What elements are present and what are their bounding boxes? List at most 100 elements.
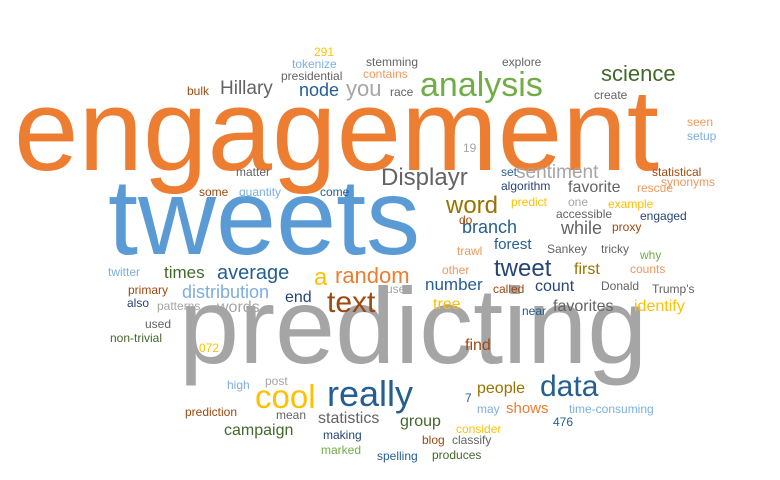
cloud-word-favorites: favorites (553, 298, 614, 315)
cloud-word-tree: tree (433, 296, 461, 313)
cloud-word-one: one (568, 195, 589, 209)
cloud-word-user: user (386, 282, 410, 296)
cloud-word-statistical: statistical (652, 165, 702, 179)
cloud-word-you: you (346, 76, 382, 101)
cloud-word-words: words (217, 299, 260, 316)
cloud-word-word: word (446, 192, 499, 219)
cloud-word-number: number (425, 275, 483, 294)
cloud-word-476: 476 (553, 415, 574, 429)
cloud-word-do: do (459, 213, 473, 227)
cloud-word-counts: counts (630, 262, 666, 276)
cloud-word-predict: predict (511, 195, 548, 209)
cloud-word-engaged: engaged (640, 209, 687, 223)
cloud-word-consider: consider (456, 422, 502, 436)
cloud-word-race: race (390, 85, 414, 99)
cloud-word-post: post (265, 374, 288, 388)
cloud-word-high: high (227, 378, 250, 392)
cloud-word-node: node (299, 80, 340, 100)
cloud-word-tokenize: tokenize (292, 57, 337, 71)
cloud-word-statistics: statistics (318, 410, 380, 427)
cloud-word-patterns: patterns (157, 299, 201, 313)
cloud-word-making: making (323, 428, 362, 442)
cloud-word-analysis: analysis (420, 66, 543, 104)
cloud-word-produces: produces (432, 448, 482, 462)
cloud-word-blog: blog (422, 433, 445, 447)
cloud-word-while: while (561, 218, 603, 238)
cloud-word-other: other (442, 263, 470, 277)
cloud-word-distribution: distribution (182, 282, 270, 302)
cloud-word-quantity: quantity (239, 185, 282, 199)
cloud-word-hillary: Hillary (220, 78, 273, 99)
cloud-word-campaign: campaign (224, 422, 294, 439)
cloud-word-some: some (199, 185, 229, 199)
cloud-word-first: first (574, 261, 600, 278)
cloud-word-find: find (465, 337, 491, 354)
cloud-word-predicting: predicting (179, 265, 648, 386)
cloud-word-sentiment: sentiment (516, 162, 599, 183)
cloud-word-setup: setup (687, 129, 717, 143)
cloud-word-text: text (327, 286, 376, 319)
cloud-word-used: used (145, 317, 172, 331)
cloud-word-branch: branch (462, 217, 518, 237)
cloud-word-average: average (217, 262, 290, 284)
cloud-word-displayr: Displayr (381, 164, 468, 191)
cloud-word-synonyms: synonyms (661, 175, 716, 189)
cloud-word-a: a (314, 264, 328, 291)
cloud-word-tweet: tweet (494, 255, 552, 282)
cloud-word-tweets: tweets (108, 156, 421, 277)
cloud-word-rescue: rescue (637, 181, 674, 195)
cloud-word-called: called (493, 282, 525, 296)
cloud-word-time-consuming: time-consuming (569, 402, 654, 416)
cloud-word-classify: classify (452, 433, 492, 447)
cloud-word-spelling: spelling (377, 449, 418, 463)
cloud-word-7: 7 (465, 391, 472, 405)
cloud-word-trumps: Trump's (652, 282, 695, 296)
cloud-word-science: science (601, 61, 676, 86)
cloud-word-people: people (477, 380, 526, 397)
cloud-word-072: 072 (199, 341, 220, 355)
cloud-word-presidential: presidential (281, 69, 343, 83)
cloud-word-19: 19 (463, 141, 477, 155)
cloud-word-accessible: accessible (556, 207, 613, 221)
cloud-word-proxy: proxy (612, 220, 642, 234)
cloud-word-forest: forest (494, 236, 532, 253)
cloud-word-prediction: prediction (185, 405, 238, 419)
cloud-word-engagement: engagement (14, 65, 659, 195)
cloud-word-example: example (608, 197, 654, 211)
cloud-word-group: group (400, 413, 441, 430)
cloud-word-matter: matter (236, 165, 271, 179)
cloud-word-really: really (327, 373, 414, 414)
cloud-word-set: set (501, 165, 518, 179)
cloud-word-contains: contains (363, 67, 408, 81)
cloud-word-donald: Donald (601, 279, 640, 293)
cloud-word-algorithm: algorithm (501, 179, 551, 193)
cloud-word-primary: primary (128, 283, 169, 297)
cloud-word-sankey: Sankey (547, 242, 588, 256)
cloud-word-count: count (535, 278, 575, 295)
cloud-word-stemming: stemming (366, 55, 419, 69)
cloud-word-marked: marked (321, 443, 362, 457)
cloud-word-come: come (320, 185, 350, 199)
cloud-word-twitter: twitter (108, 265, 141, 279)
cloud-word-non-trivial: non-trivial (110, 331, 163, 345)
cloud-word-bulk: bulk (187, 84, 210, 98)
cloud-word-why: why (640, 248, 662, 262)
cloud-word-also: also (127, 296, 150, 310)
cloud-word-create: create (594, 88, 628, 102)
cloud-word-near: near (522, 304, 547, 318)
cloud-word-seen: seen (687, 115, 714, 129)
cloud-word-data: data (540, 370, 599, 403)
cloud-word-favorite: favorite (568, 179, 621, 196)
cloud-word-explore: explore (502, 55, 542, 69)
cloud-word-shows: shows (506, 400, 549, 417)
cloud-word-identify: identify (634, 298, 685, 315)
cloud-word-291: 291 (314, 45, 335, 59)
cloud-word-mean: mean (276, 408, 307, 422)
cloud-word-end: end (285, 289, 312, 306)
cloud-word-random: random (335, 263, 410, 288)
cloud-word-trawl: trawl (457, 244, 483, 258)
cloud-word-tricky: tricky (601, 242, 629, 256)
cloud-word-times: times (164, 263, 205, 282)
cloud-word-cool: cool (255, 378, 316, 415)
